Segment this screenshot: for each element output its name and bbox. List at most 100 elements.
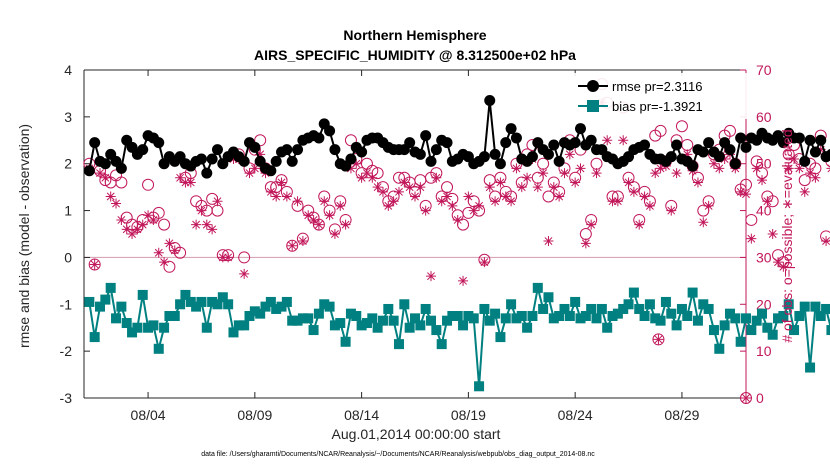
bias-point bbox=[137, 289, 148, 300]
possible-point bbox=[158, 218, 171, 231]
bias-point bbox=[420, 303, 431, 314]
rmse-point bbox=[206, 153, 218, 165]
rmse-point bbox=[639, 139, 651, 151]
bias-point bbox=[169, 311, 180, 321]
evaluated-point bbox=[746, 233, 757, 244]
evaluated-point bbox=[655, 163, 666, 174]
data-marks bbox=[83, 78, 830, 404]
evaluated-point bbox=[287, 240, 298, 251]
bias-point bbox=[559, 303, 570, 314]
rmse-point bbox=[740, 141, 752, 153]
bias-point bbox=[276, 301, 287, 312]
series-evaluated_tail bbox=[652, 333, 752, 404]
rmse-point bbox=[729, 158, 741, 170]
rmse-point bbox=[238, 155, 250, 167]
evaluated-point bbox=[324, 210, 335, 221]
evaluated-point bbox=[543, 236, 554, 247]
bias-point bbox=[228, 327, 239, 338]
bias-point bbox=[692, 315, 703, 326]
bias-point bbox=[618, 303, 629, 314]
bias-point bbox=[794, 311, 805, 321]
bias-point bbox=[351, 311, 362, 321]
evaluated-point bbox=[714, 163, 725, 174]
evaluated-point bbox=[436, 196, 447, 207]
possible-point bbox=[115, 176, 128, 189]
evaluated-point bbox=[751, 163, 762, 174]
evaluated-point bbox=[500, 191, 511, 202]
possible-point bbox=[542, 190, 555, 203]
bias-point bbox=[548, 313, 559, 324]
evaluated-point bbox=[564, 149, 575, 160]
evaluated-point bbox=[164, 238, 175, 249]
bias-point bbox=[463, 311, 474, 321]
bias-point bbox=[116, 301, 127, 312]
bias-point bbox=[484, 315, 495, 326]
evaluated-point bbox=[794, 163, 805, 174]
bias-point bbox=[111, 313, 122, 324]
possible-point bbox=[238, 251, 251, 264]
evaluated-point bbox=[196, 205, 207, 216]
bias-point bbox=[127, 327, 138, 338]
rmse-point bbox=[799, 155, 811, 167]
footnote: data file: /Users/gharamti/Documents/NCA… bbox=[201, 451, 595, 458]
rmse-point bbox=[265, 165, 277, 177]
bias-point bbox=[383, 303, 394, 314]
y-tick-label-right: 20 bbox=[756, 296, 772, 312]
rmse-point bbox=[211, 144, 223, 156]
evaluated-point bbox=[628, 186, 639, 197]
x-tick-label: 08/09 bbox=[237, 407, 272, 423]
bias-point bbox=[153, 343, 164, 354]
evaluated-point bbox=[447, 200, 458, 211]
bias-point bbox=[313, 308, 324, 319]
bias-point bbox=[554, 311, 565, 321]
bias-point bbox=[762, 322, 773, 333]
rmse-point bbox=[270, 155, 282, 167]
bias-point bbox=[377, 315, 388, 326]
evaluated-point bbox=[249, 163, 260, 174]
evaluated-point bbox=[623, 177, 634, 188]
evaluated-point bbox=[361, 168, 372, 179]
y-tick-label-right: 30 bbox=[756, 249, 772, 265]
bias-point bbox=[500, 313, 511, 324]
evaluated-point bbox=[351, 158, 362, 169]
evaluated-point bbox=[698, 217, 709, 228]
rmse-point bbox=[286, 155, 298, 167]
rmse-point bbox=[735, 132, 747, 144]
bias-point bbox=[207, 296, 218, 307]
bias-point bbox=[644, 299, 655, 310]
rmse-point bbox=[548, 139, 560, 151]
bias-point bbox=[367, 313, 378, 324]
evaluated-point bbox=[570, 177, 581, 188]
y-tick-label-left: 4 bbox=[64, 62, 72, 78]
evaluated-point bbox=[335, 200, 346, 211]
evaluated-point bbox=[223, 252, 234, 263]
rmse-point bbox=[329, 144, 341, 156]
evaluated-point bbox=[532, 182, 543, 193]
bias-point bbox=[340, 336, 351, 347]
rmse-point bbox=[99, 158, 111, 170]
bias-point bbox=[741, 313, 751, 324]
evaluated-point bbox=[319, 196, 330, 207]
evaluated-point bbox=[559, 168, 570, 179]
rmse-point bbox=[585, 134, 597, 146]
legend-bias-marker bbox=[587, 100, 599, 112]
evaluated-point bbox=[143, 210, 154, 221]
bias-point bbox=[249, 306, 260, 317]
evaluated-point bbox=[575, 163, 586, 174]
evaluated-point bbox=[799, 186, 810, 197]
rmse-point bbox=[671, 139, 683, 151]
bias-point bbox=[271, 303, 282, 314]
rmse-point bbox=[195, 153, 207, 165]
rmse-point bbox=[569, 137, 581, 149]
evaluated-point bbox=[399, 177, 410, 188]
rmse-point bbox=[494, 158, 506, 170]
bias-point bbox=[751, 315, 762, 326]
rmse-point bbox=[83, 165, 95, 177]
bias-point bbox=[660, 296, 671, 307]
bias-point bbox=[607, 311, 618, 321]
evaluated-point bbox=[393, 186, 404, 197]
evaluated-point bbox=[132, 224, 143, 235]
bias-point bbox=[292, 315, 303, 326]
rmse-point bbox=[500, 137, 512, 149]
chart-title: Northern Hemisphere bbox=[343, 27, 486, 43]
